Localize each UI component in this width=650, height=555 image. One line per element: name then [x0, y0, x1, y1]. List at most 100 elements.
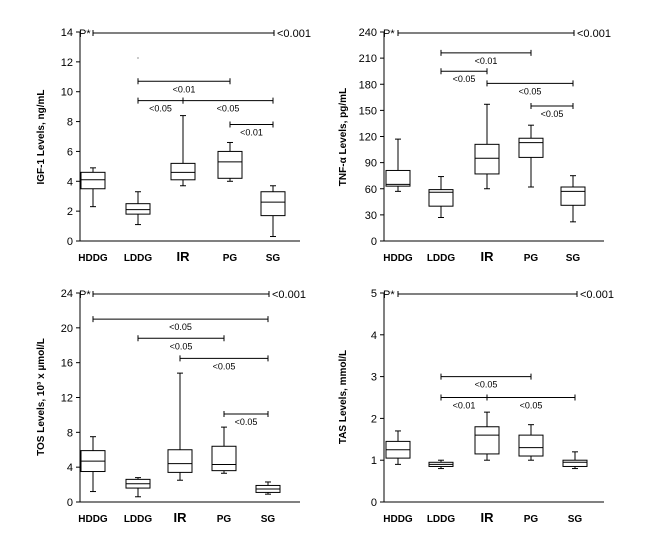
- box-iqr: [260, 191, 286, 217]
- comparison-label: <0.05: [213, 361, 236, 371]
- comparison-bracket: <0.05: [486, 394, 576, 411]
- comparison-bracket: <0.05: [137, 97, 184, 114]
- box-sg: [255, 481, 281, 495]
- y-tick-label: 4: [67, 462, 73, 474]
- y-tick-label: 0: [371, 236, 377, 248]
- comparison-bracket: <0.05: [179, 355, 269, 371]
- comparison-label: <0.05: [235, 417, 258, 427]
- p-overall-value: <0.001: [577, 28, 611, 40]
- p-overall-value: <0.001: [272, 289, 306, 301]
- y-tick-label: 4: [67, 176, 73, 188]
- box-iqr: [217, 150, 243, 179]
- y-tick-label: 2: [67, 206, 73, 218]
- p-overall-label: P*: [79, 289, 91, 301]
- y-tick-label: 120: [359, 132, 377, 144]
- category-label: HDDG: [383, 253, 413, 264]
- box-pg: [211, 426, 237, 474]
- category-label: IR: [481, 510, 495, 525]
- panel-igf1: 0 2 4 6 8 10 12 14 IGF-1 Levels, ng/mL HDDG LDDG IR…: [36, 27, 311, 264]
- p-overall-label: P*: [79, 28, 91, 40]
- comparison-label: <0.05: [453, 74, 476, 84]
- y-tick-label: 2: [371, 413, 377, 425]
- comparison-bracket: <0.01: [440, 394, 488, 411]
- y-axis-label: TNF-α Levels, pg/mL: [338, 88, 349, 186]
- category-label: IR: [481, 249, 495, 264]
- category-label: HDDG: [78, 253, 108, 264]
- comparison-label: <0.01: [173, 84, 196, 94]
- box-hddg: [385, 138, 411, 192]
- y-tick-label: 6: [67, 146, 73, 158]
- box-lddg: [125, 191, 151, 226]
- box-ir: [474, 103, 500, 190]
- comparison-label: <0.01: [475, 56, 498, 66]
- y-tick-label: 30: [365, 210, 377, 222]
- box-iqr: [562, 459, 588, 467]
- y-tick-label: 12: [61, 393, 73, 405]
- y-axis-label: TAS Levels, mmol/L: [338, 350, 349, 444]
- y-axis-label: TOS Levels, 10³ x µmol/L: [36, 338, 47, 456]
- stray-mark: ·: [137, 52, 140, 62]
- category-label: LDDG: [124, 514, 153, 525]
- box-ir: [170, 115, 196, 187]
- box-iqr: [560, 186, 586, 206]
- box-sg: [560, 175, 586, 223]
- panel-tnf-alpha: 0 30 60 90 120 150 180 210 240 TNF-α Levels, pg/m…: [338, 27, 611, 264]
- category-label: IR: [174, 510, 188, 525]
- box-iqr: [518, 137, 544, 158]
- box-iqr: [428, 189, 454, 207]
- y-tick-label: 180: [359, 79, 377, 91]
- comparison-label: <0.05: [170, 341, 193, 351]
- comparison-bracket: <0.05: [486, 80, 574, 96]
- category-label: LDDG: [124, 253, 153, 264]
- category-label: PG: [223, 253, 238, 264]
- box-sg: [562, 451, 588, 470]
- y-tick-label: 240: [359, 27, 377, 39]
- p-overall-value: <0.001: [580, 289, 614, 301]
- y-tick-label: 60: [365, 184, 377, 196]
- box-pg: [217, 141, 243, 182]
- category-label: IR: [177, 249, 191, 264]
- y-tick-label: 0: [67, 497, 73, 509]
- comparison-label: <0.05: [520, 401, 543, 411]
- box-lddg: [125, 477, 151, 498]
- comparison-bracket: <0.05: [92, 316, 269, 332]
- comparison-bracket: <0.01: [440, 49, 532, 66]
- box-iqr: [80, 171, 106, 190]
- y-tick-label: 1: [371, 455, 377, 467]
- comparison-label: <0.05: [519, 86, 542, 96]
- comparison-label: <0.05: [541, 109, 564, 119]
- y-tick-label: 24: [61, 288, 73, 300]
- box-iqr: [474, 426, 500, 455]
- y-tick-label: 90: [365, 158, 377, 170]
- box-pg: [518, 124, 544, 188]
- comparison-label: <0.05: [149, 104, 172, 114]
- y-tick-label: 4: [371, 330, 377, 342]
- box-hddg: [385, 430, 411, 465]
- box-iqr: [167, 449, 193, 473]
- y-tick-label: 14: [61, 27, 73, 39]
- category-label: PG: [217, 514, 232, 525]
- y-tick-label: 0: [371, 497, 377, 509]
- comparison-bracket: <0.05: [440, 373, 532, 390]
- p-overall-label: P*: [383, 289, 395, 301]
- category-label: HDDG: [78, 514, 108, 525]
- p-overall-value: <0.001: [277, 28, 311, 40]
- y-tick-label: 12: [61, 57, 73, 69]
- category-label: SG: [568, 514, 583, 525]
- box-iqr: [125, 203, 151, 215]
- box-iqr: [385, 169, 411, 187]
- y-tick-label: 150: [359, 105, 377, 117]
- comparison-label: <0.05: [217, 104, 240, 114]
- box-ir: [474, 411, 500, 461]
- comparison-label: <0.01: [453, 401, 476, 411]
- comparison-label: <0.01: [240, 128, 263, 138]
- category-label: SG: [566, 253, 581, 264]
- y-tick-label: 8: [67, 117, 73, 129]
- y-tick-label: 10: [61, 87, 73, 99]
- y-tick-label: 8: [67, 427, 73, 439]
- category-label: PG: [524, 253, 539, 264]
- box-sg: [260, 185, 286, 238]
- y-tick-label: 5: [371, 288, 377, 300]
- comparison-bracket: <0.05: [223, 411, 269, 427]
